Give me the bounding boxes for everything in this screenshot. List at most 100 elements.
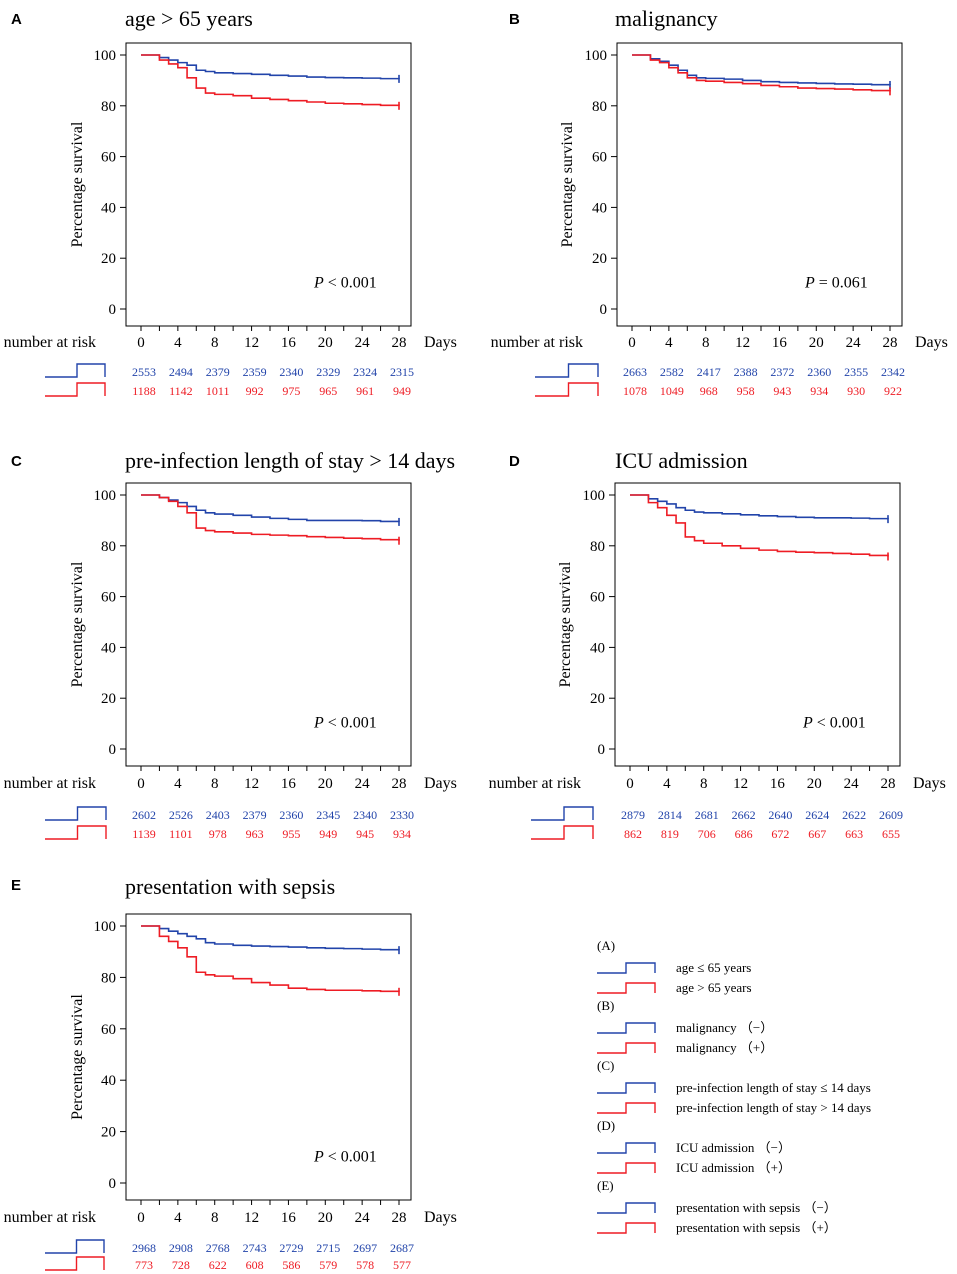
risk-count-plus: 934 bbox=[393, 827, 411, 841]
risk-count-minus: 2624 bbox=[805, 808, 829, 822]
risk-count-plus: 943 bbox=[773, 384, 791, 398]
risk-count-minus: 2403 bbox=[206, 808, 230, 822]
risk-symbol-plus bbox=[531, 825, 594, 840]
number-at-risk-label: number at risk bbox=[491, 334, 583, 351]
risk-count-plus: 992 bbox=[246, 384, 264, 398]
legend-label-plus: presentation with sepsis （+） bbox=[676, 1220, 837, 1235]
x-tick-label: 0 bbox=[137, 335, 145, 351]
risk-count-plus: 958 bbox=[737, 384, 755, 398]
x-tick-label: 0 bbox=[137, 1210, 145, 1226]
y-tick-label: 40 bbox=[101, 1073, 116, 1089]
legend-label-plus: age > 65 years bbox=[676, 980, 752, 995]
risk-symbol-minus bbox=[45, 1239, 105, 1254]
risk-count-plus: 728 bbox=[172, 1258, 190, 1272]
risk-count-plus: 1142 bbox=[169, 384, 193, 398]
legend-label-minus: age ≤ 65 years bbox=[676, 960, 751, 975]
y-axis-label: Percentage survival bbox=[557, 561, 574, 687]
risk-count-minus: 2768 bbox=[206, 1241, 230, 1255]
risk-count-plus: 579 bbox=[319, 1258, 337, 1272]
plot-frame bbox=[125, 913, 412, 1201]
x-tick-label: 28 bbox=[392, 1210, 407, 1226]
p-value-symbol: P bbox=[802, 715, 813, 732]
legend-group-heading: (A) bbox=[597, 938, 615, 953]
survival-curve-minus bbox=[141, 54, 400, 80]
risk-count-minus: 2582 bbox=[660, 365, 684, 379]
number-at-risk-label: number at risk bbox=[489, 775, 581, 792]
y-tick-label: 40 bbox=[592, 200, 607, 216]
p-value-text: < 0.001 bbox=[324, 275, 377, 292]
risk-count-minus: 2379 bbox=[243, 808, 267, 822]
legend-group-heading: (D) bbox=[597, 1118, 615, 1133]
y-tick-label: 0 bbox=[598, 742, 606, 758]
days-label: Days bbox=[424, 775, 457, 792]
risk-count-plus: 1139 bbox=[132, 827, 156, 841]
y-tick-label: 20 bbox=[101, 691, 116, 707]
survival-curve-minus bbox=[141, 494, 400, 523]
risk-count-plus: 975 bbox=[282, 384, 300, 398]
legend-symbol-minus bbox=[597, 1202, 656, 1214]
risk-symbol-minus bbox=[535, 363, 599, 378]
x-tick-label: 4 bbox=[174, 335, 182, 351]
risk-symbol-minus bbox=[45, 363, 106, 378]
x-tick-label: 12 bbox=[244, 1210, 259, 1226]
x-tick-label: 16 bbox=[770, 776, 786, 792]
risk-count-minus: 2729 bbox=[279, 1241, 303, 1255]
x-tick-label: 16 bbox=[281, 335, 297, 351]
risk-count-plus: 1188 bbox=[132, 384, 156, 398]
risk-count-plus: 1101 bbox=[169, 827, 193, 841]
x-tick-label: 4 bbox=[174, 1210, 182, 1226]
risk-count-minus: 2681 bbox=[695, 808, 719, 822]
days-label: Days bbox=[915, 334, 948, 351]
risk-symbol-minus bbox=[45, 806, 107, 821]
panel-letter: C bbox=[11, 453, 22, 470]
risk-count-plus: 577 bbox=[393, 1258, 411, 1272]
y-tick-label: 80 bbox=[101, 970, 116, 986]
x-tick-label: 20 bbox=[809, 335, 824, 351]
risk-count-minus: 2879 bbox=[621, 808, 645, 822]
risk-count-plus: 934 bbox=[810, 384, 828, 398]
y-tick-label: 0 bbox=[109, 302, 117, 318]
p-value: P < 0.001 bbox=[313, 715, 377, 732]
legend-symbol-plus bbox=[597, 1102, 656, 1114]
x-tick-label: 16 bbox=[772, 335, 788, 351]
plot-frame bbox=[616, 42, 903, 327]
y-tick-label: 40 bbox=[101, 200, 116, 216]
y-tick-label: 100 bbox=[583, 488, 606, 504]
legend-label-plus: malignancy （+） bbox=[676, 1040, 773, 1055]
legend-symbol-plus bbox=[597, 1222, 656, 1234]
risk-count-plus: 578 bbox=[356, 1258, 374, 1272]
y-axis-label: Percentage survival bbox=[559, 121, 576, 247]
risk-count-plus: 945 bbox=[356, 827, 374, 841]
plot-frame bbox=[125, 482, 412, 767]
risk-symbol-plus bbox=[45, 382, 106, 397]
x-tick-label: 24 bbox=[355, 1210, 371, 1226]
x-tick-label: 16 bbox=[281, 776, 297, 792]
x-tick-label: 12 bbox=[244, 776, 259, 792]
days-label: Days bbox=[424, 1209, 457, 1226]
survival-curve-minus bbox=[141, 925, 400, 951]
p-value-symbol: P bbox=[313, 1148, 324, 1165]
survival-curve-plus bbox=[141, 925, 400, 993]
risk-count-plus: 949 bbox=[319, 827, 337, 841]
legend: (A) age ≤ 65 years age > 65 years (B) malign… bbox=[597, 938, 871, 1235]
risk-count-minus: 2687 bbox=[390, 1241, 414, 1255]
p-value-text: < 0.001 bbox=[813, 715, 866, 732]
x-tick-label: 8 bbox=[702, 335, 710, 351]
risk-count-minus: 2553 bbox=[132, 365, 156, 379]
x-tick-label: 0 bbox=[626, 776, 634, 792]
risk-count-plus: 819 bbox=[661, 827, 679, 841]
risk-count-plus: 586 bbox=[282, 1258, 300, 1272]
p-value: P = 0.061 bbox=[804, 275, 868, 292]
x-tick-label: 24 bbox=[844, 776, 860, 792]
risk-count-plus: 655 bbox=[882, 827, 900, 841]
risk-count-minus: 2526 bbox=[169, 808, 193, 822]
x-tick-label: 28 bbox=[392, 776, 407, 792]
legend-group-heading: (C) bbox=[597, 1058, 614, 1073]
risk-count-plus: 667 bbox=[808, 827, 826, 841]
y-tick-label: 20 bbox=[101, 1125, 116, 1141]
p-value: P < 0.001 bbox=[313, 1148, 377, 1165]
survival-curve-plus bbox=[630, 494, 889, 557]
x-tick-label: 20 bbox=[807, 776, 822, 792]
survival-curve-plus bbox=[632, 54, 891, 92]
